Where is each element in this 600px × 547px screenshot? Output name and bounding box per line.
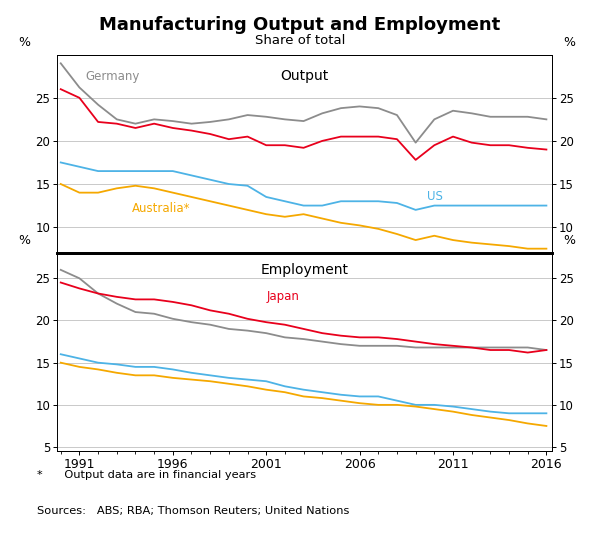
Text: Germany: Germany [85, 70, 139, 83]
Text: *      Output data are in financial years: * Output data are in financial years [37, 470, 256, 480]
Text: %: % [563, 235, 575, 247]
Text: Share of total: Share of total [255, 34, 345, 47]
Text: %: % [18, 235, 30, 247]
Text: Output: Output [280, 68, 329, 83]
Text: Employment: Employment [260, 263, 349, 277]
Text: Japan: Japan [266, 290, 299, 304]
Text: %: % [18, 36, 30, 49]
Text: US: US [427, 190, 443, 203]
Text: Australia*: Australia* [132, 202, 190, 214]
Text: %: % [563, 36, 575, 49]
Text: Manufacturing Output and Employment: Manufacturing Output and Employment [100, 16, 500, 34]
Text: Sources:   ABS; RBA; Thomson Reuters; United Nations: Sources: ABS; RBA; Thomson Reuters; Unit… [37, 506, 350, 516]
